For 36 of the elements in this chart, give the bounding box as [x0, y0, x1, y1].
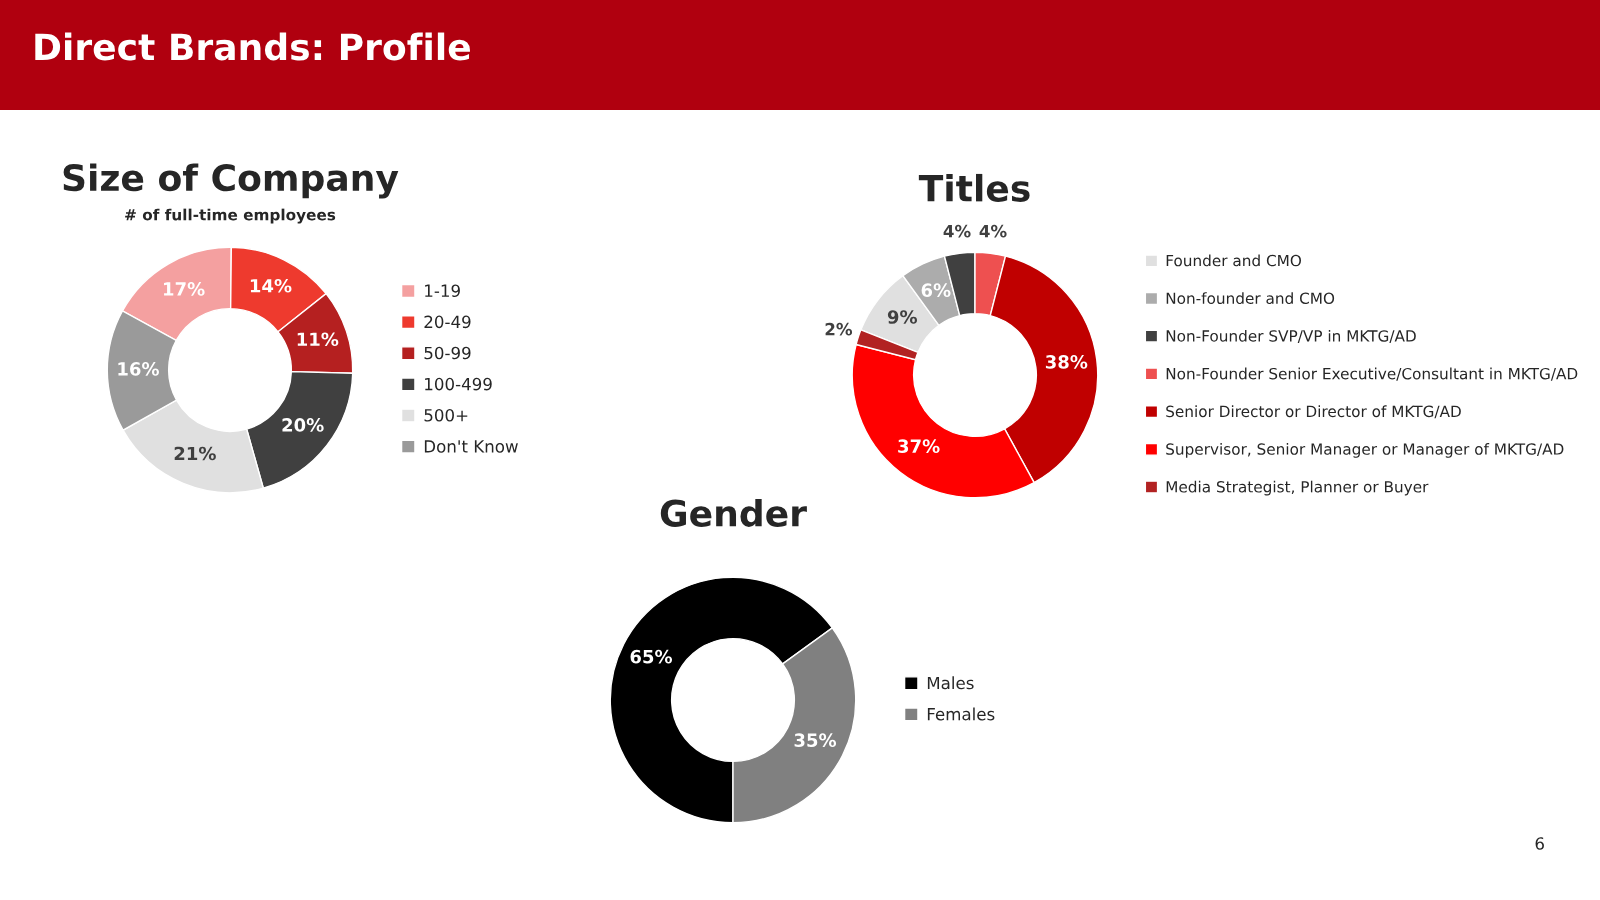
- data-label: 16%: [118, 362, 159, 376]
- data-label: 4%: [943, 224, 971, 238]
- data-label: 4%: [979, 224, 1007, 238]
- legend-label: Media Strategist, Planner or Buyer: [1166, 480, 1429, 496]
- legend-label: 20-49: [424, 315, 471, 329]
- data-label: 17%: [164, 282, 205, 296]
- data-label: 2%: [825, 322, 853, 336]
- text: Direct Brands: Profile: [35, 32, 470, 61]
- legend-label: 50-99: [424, 346, 471, 360]
- data-label: 9%: [887, 310, 918, 324]
- text: 6: [1535, 837, 1544, 850]
- data-label: 37%: [898, 439, 940, 453]
- legend-label: Founder and CMO: [1166, 254, 1302, 267]
- legend-label: Supervisor, Senior Manager or Manager of MKTG/AD: [1166, 443, 1564, 458]
- legend-label: 500+: [424, 408, 468, 422]
- data-label: 20%: [282, 418, 324, 432]
- data-label: 35%: [794, 733, 837, 748]
- legend-label: Females: [927, 707, 995, 721]
- legend-label: Don't Know: [424, 440, 518, 453]
- legend-label: Non-Founder Senior Executive/Consultant in MKTG/AD: [1166, 367, 1578, 381]
- data-label: 65%: [630, 649, 673, 664]
- legend-label: 100-499: [425, 377, 492, 391]
- chart-title: Size of Company: [63, 163, 399, 199]
- data-label: 14%: [250, 278, 292, 293]
- chart-subtitle: # of full-time employees: [125, 208, 336, 224]
- data-label: 21%: [174, 446, 216, 461]
- legend-label: Senior Director or Director of MKTG/AD: [1166, 405, 1461, 419]
- data-label: 6%: [921, 283, 951, 297]
- chart-title: Titles: [918, 173, 1030, 202]
- chart-title: Gender: [660, 498, 807, 527]
- data-label: 11%: [297, 332, 339, 347]
- legend-label: Non-founder and CMO: [1166, 292, 1335, 305]
- data-label: 38%: [1045, 355, 1088, 369]
- legend-label: 1-19: [425, 284, 460, 298]
- legend-label: Males: [927, 676, 974, 690]
- legend-label: Non-Founder SVP/VP in MKTG/AD: [1166, 329, 1416, 343]
